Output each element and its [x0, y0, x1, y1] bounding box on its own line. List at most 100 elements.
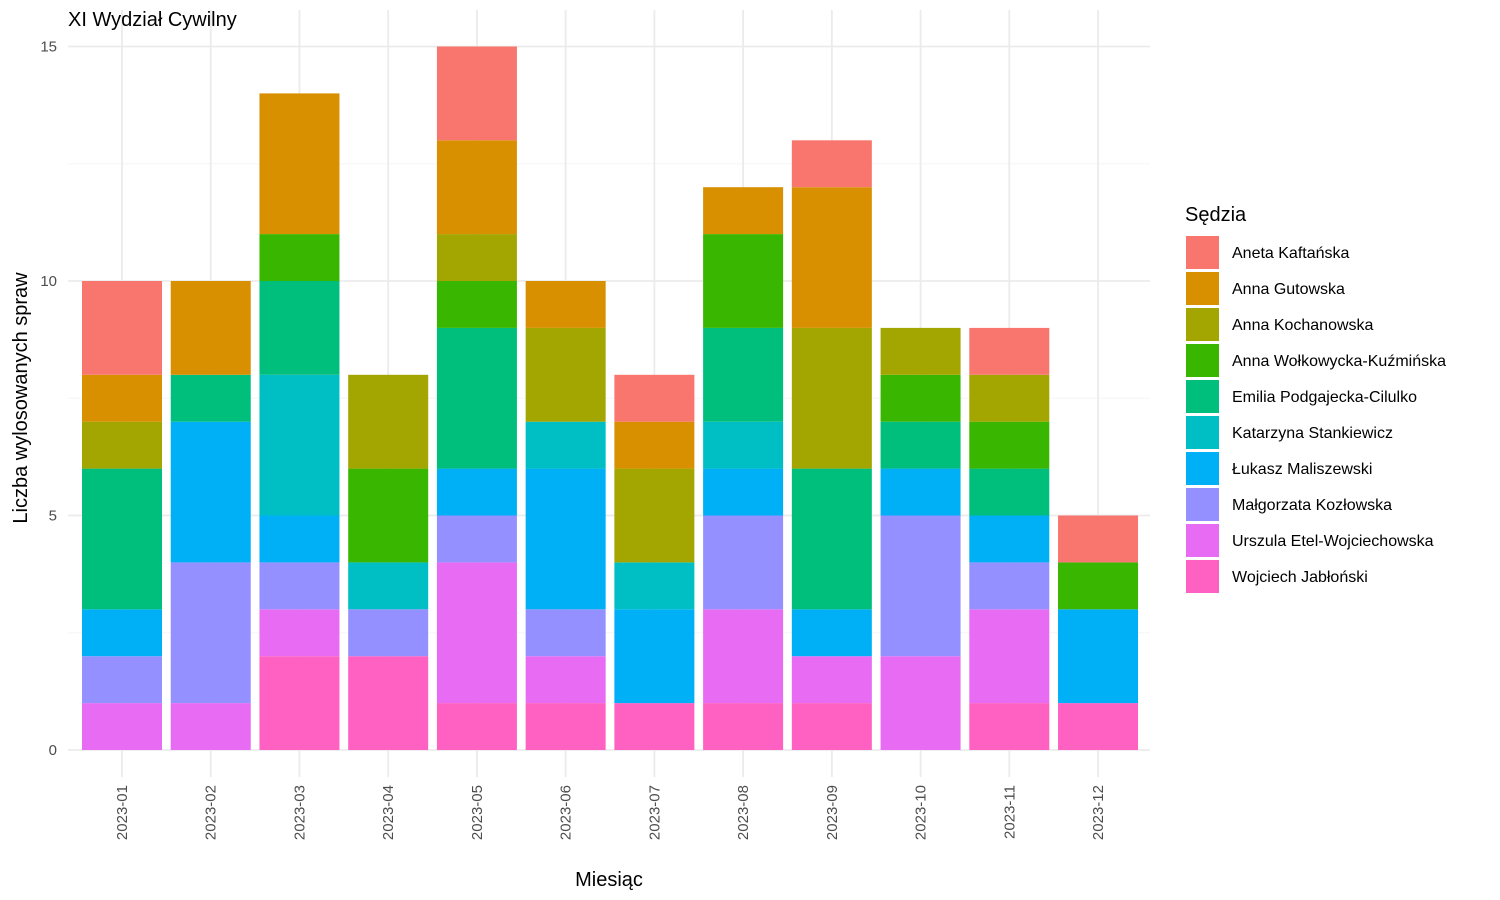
bar-segment — [791, 187, 872, 328]
bar-segment — [436, 515, 517, 563]
bar-segment — [703, 515, 784, 610]
bar-segment — [170, 562, 251, 704]
bar-segment — [614, 421, 695, 469]
bar-segment — [259, 609, 340, 657]
bar-segment — [348, 609, 429, 657]
bar-segment — [880, 374, 961, 422]
bar-segment — [259, 562, 340, 610]
bar-segment — [969, 327, 1050, 375]
bar-segment — [703, 703, 784, 750]
bar-segment — [170, 281, 251, 375]
bar-segment — [436, 281, 517, 328]
y-tick-label: 10 — [40, 273, 57, 290]
bar-segment — [436, 468, 517, 516]
chart-title: XI Wydział Cywilny — [68, 9, 237, 31]
legend-swatch — [1186, 524, 1219, 557]
bar-segment — [82, 656, 162, 704]
bar-segment — [703, 234, 784, 328]
legend-label: Urszula Etel-Wojciechowska — [1232, 533, 1434, 550]
bar-segment — [82, 468, 162, 610]
x-tick-label: 2023-12 — [1090, 785, 1107, 840]
bar-segment — [82, 609, 162, 657]
legend-label: Anna Kochanowska — [1232, 317, 1374, 334]
bar-segment — [436, 46, 517, 141]
bar-segment — [969, 515, 1050, 563]
bar-segment — [436, 327, 517, 469]
bar-segment — [525, 327, 606, 422]
bar-segment — [436, 140, 517, 235]
bar-segment — [82, 374, 162, 422]
bar-segment — [703, 187, 784, 235]
legend-label: Emilia Podgajecka-Cilulko — [1232, 389, 1417, 406]
bar-segment — [525, 609, 606, 657]
x-tick-label: 2023-03 — [291, 785, 308, 840]
bar-segment — [1058, 609, 1139, 704]
bar-segment — [348, 468, 429, 563]
bar-segment — [170, 703, 251, 750]
bar-segment — [525, 656, 606, 704]
bar-segment — [1058, 515, 1139, 563]
bar-segment — [348, 656, 429, 750]
bar-segment — [703, 327, 784, 422]
x-tick-label: 2023-08 — [735, 785, 752, 840]
bar-segment — [436, 703, 517, 750]
x-tick-label: 2023-11 — [1001, 785, 1018, 839]
bar-segment — [82, 281, 162, 375]
legend-swatch — [1186, 452, 1219, 485]
bar-segment — [614, 703, 695, 750]
bar-segment — [614, 609, 695, 704]
bar-segment — [259, 234, 340, 281]
bar-segment — [259, 93, 340, 235]
x-tick-label: 2023-06 — [558, 785, 575, 840]
bar-segment — [259, 281, 340, 375]
bar-segment — [1058, 562, 1139, 610]
bar-segment — [969, 468, 1050, 516]
x-tick-label: 2023-02 — [203, 785, 220, 840]
legend-swatch — [1186, 344, 1219, 377]
x-tick-label: 2023-04 — [380, 785, 397, 840]
bar-segment — [348, 562, 429, 610]
bar-segment — [170, 374, 251, 422]
legend-label: Małgorzata Kozłowska — [1232, 497, 1392, 514]
y-tick-label: 15 — [40, 39, 57, 56]
legend-label: Łukasz Maliszewski — [1232, 461, 1372, 478]
bar-segment — [703, 609, 784, 704]
bar-segment — [614, 468, 695, 563]
bar-segment — [703, 421, 784, 469]
y-axis-title: Liczba wylosowanych spraw — [10, 272, 32, 524]
bar-segment — [525, 703, 606, 750]
bar-segment — [791, 656, 872, 704]
bar-segment — [1058, 703, 1139, 750]
legend-label: Anna Gutowska — [1232, 281, 1345, 298]
legend-label: Aneta Kaftańska — [1232, 245, 1350, 262]
bar-segment — [880, 327, 961, 375]
bars — [82, 46, 1139, 750]
bar-segment — [525, 281, 606, 328]
legend-swatch — [1186, 308, 1219, 341]
y-tick-label: 5 — [49, 508, 57, 525]
legend-label: Katarzyna Stankiewicz — [1232, 425, 1393, 442]
legend-swatch — [1186, 560, 1219, 593]
bar-segment — [880, 421, 961, 469]
y-tick-label: 0 — [49, 742, 57, 759]
bar-segment — [82, 421, 162, 469]
x-axis-ticks: 2023-01 2023-02 2023-03 2023-04 2023-05 2023-… — [114, 785, 1107, 840]
x-tick-label: 2023-01 — [114, 785, 131, 840]
y-axis-ticks: 0 5 10 15 — [40, 39, 57, 760]
bar-segment — [969, 562, 1050, 610]
bar-segment — [525, 468, 606, 610]
x-tick-label: 2023-10 — [913, 785, 930, 840]
legend-swatch — [1186, 272, 1219, 305]
bar-segment — [969, 421, 1050, 469]
bar-segment — [170, 421, 251, 563]
bar-segment — [259, 515, 340, 563]
legend-swatch — [1186, 488, 1219, 521]
bar-segment — [614, 374, 695, 422]
bar-segment — [791, 703, 872, 750]
bar-segment — [703, 468, 784, 516]
bar-segment — [969, 374, 1050, 422]
bar-segment — [259, 374, 340, 516]
x-tick-label: 2023-09 — [824, 785, 841, 840]
bar-segment — [791, 609, 872, 657]
